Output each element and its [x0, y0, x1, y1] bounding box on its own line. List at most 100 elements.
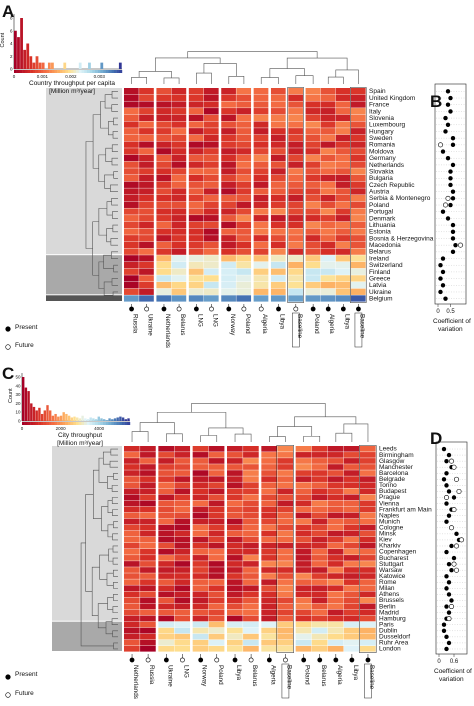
heatmap-cell [221, 288, 236, 295]
row-cluster-band-c-0 [52, 446, 122, 621]
heatmap-cell [124, 275, 139, 282]
heatmap-cell [295, 536, 312, 543]
inset-colorbar-segment [54, 70, 58, 73]
heatmap-cell [139, 275, 154, 282]
inset-colorbar-segment [32, 70, 36, 73]
heatmap-cell [203, 181, 219, 188]
heatmap-cell [208, 512, 225, 519]
row-label: Macedonia [369, 242, 401, 249]
heatmap-cell [320, 128, 336, 135]
heatmap-cell [124, 268, 139, 275]
heatmap-cell [158, 506, 174, 513]
heatmap-cell [124, 476, 140, 482]
heatmap-cell [305, 188, 321, 195]
heatmap-cell [277, 645, 294, 652]
inset-colorbar-segment [100, 70, 104, 73]
heatmap-cell [277, 597, 294, 604]
row-label: Austria [369, 189, 390, 196]
heatmap-cell [236, 148, 252, 155]
heatmap-cell [208, 524, 225, 531]
heatmap-cell [288, 88, 303, 95]
inset-colorbar-segment [35, 70, 39, 73]
heatmap-cell [359, 633, 376, 640]
heatmap-cell [243, 446, 259, 452]
heatmap-cell [359, 452, 376, 458]
heatmap-cell [350, 181, 366, 188]
row-label: Bosnia & Herzegovina [369, 235, 434, 242]
heatmap-cell [158, 542, 174, 549]
inset-histogram-bar [63, 62, 67, 69]
heatmap-cell [261, 633, 277, 640]
cv-present-point [448, 109, 453, 114]
heatmap-cell [305, 134, 321, 142]
heatmap-cell [124, 609, 140, 616]
heatmap-cell [253, 154, 269, 162]
cv-future-point [451, 464, 457, 470]
heatmap-cell [270, 261, 286, 269]
heatmap-cell [236, 221, 252, 229]
inset-histogram-bar [78, 418, 82, 421]
inset-colorbar-segment [119, 70, 123, 73]
inset-colorbar-segment [116, 422, 120, 425]
inset-histogram-bar [62, 412, 65, 421]
heatmap-cell [208, 573, 225, 579]
heatmap-cell [140, 549, 156, 555]
inset-colorbar-segment [68, 70, 71, 73]
cv-present-point [440, 269, 446, 275]
heatmap-cell [158, 579, 174, 585]
heatmap-cell [253, 141, 269, 148]
heatmap-cell [277, 615, 294, 622]
heatmap-cell [295, 458, 312, 464]
inset-ytick-label: 8 [10, 16, 13, 21]
heatmap-cell [124, 114, 139, 122]
heatmap-cell [327, 458, 344, 464]
inset-colorbar-segment [127, 422, 131, 425]
inset-colorbar-segment [116, 70, 120, 73]
row-label: Munich [379, 518, 400, 525]
heatmap-cell [295, 579, 312, 585]
heatmap-cell [140, 603, 156, 610]
heatmap-cell [288, 174, 303, 182]
heatmap-cell [188, 161, 204, 168]
heatmap-cell [124, 221, 139, 229]
heatmap-cell [174, 512, 191, 519]
cv-present-point [449, 543, 454, 549]
heatmap-cell [208, 603, 225, 610]
heatmap-cell [139, 295, 154, 302]
heatmap-cell [327, 452, 344, 458]
legend-future-dot [5, 692, 11, 698]
heatmap-cell [261, 446, 277, 452]
inset-histogram-bar [46, 405, 49, 421]
heatmap-cell [221, 281, 236, 289]
heatmap-cell [171, 201, 187, 208]
heatmap-cell [243, 603, 259, 610]
cv-tick-label: 0 [436, 309, 440, 315]
heatmap-cell [270, 268, 286, 275]
column-label: Netherlands [132, 665, 139, 699]
heatmap-cell [139, 128, 154, 135]
heatmap-cell [124, 524, 140, 531]
inset-ytick-label: 0 [18, 419, 21, 424]
cv-present-point [445, 216, 451, 221]
heatmap-cell [158, 639, 174, 646]
inset-xtick-label: 0 [21, 426, 24, 431]
heatmap-cell [277, 567, 294, 573]
heatmap-cell [288, 221, 303, 229]
row-label: Portugal [369, 209, 394, 216]
heatmap-cell [203, 148, 219, 155]
heatmap-cell [221, 128, 236, 135]
heatmap-cell [243, 500, 259, 507]
heatmap-cell [305, 241, 321, 249]
heatmap-cell [253, 281, 269, 289]
heatmap-cell [277, 627, 294, 634]
heatmap-cell [320, 228, 336, 235]
heatmap-cell [288, 201, 303, 208]
future-marker [145, 657, 151, 663]
heatmap-cell [192, 621, 209, 628]
heatmap-cell [261, 621, 277, 628]
heatmap-cell [171, 181, 187, 188]
heatmap-cell [305, 174, 321, 182]
heatmap-cell [156, 128, 172, 135]
heatmap-cell [140, 627, 156, 634]
heatmap-cell [171, 121, 187, 128]
